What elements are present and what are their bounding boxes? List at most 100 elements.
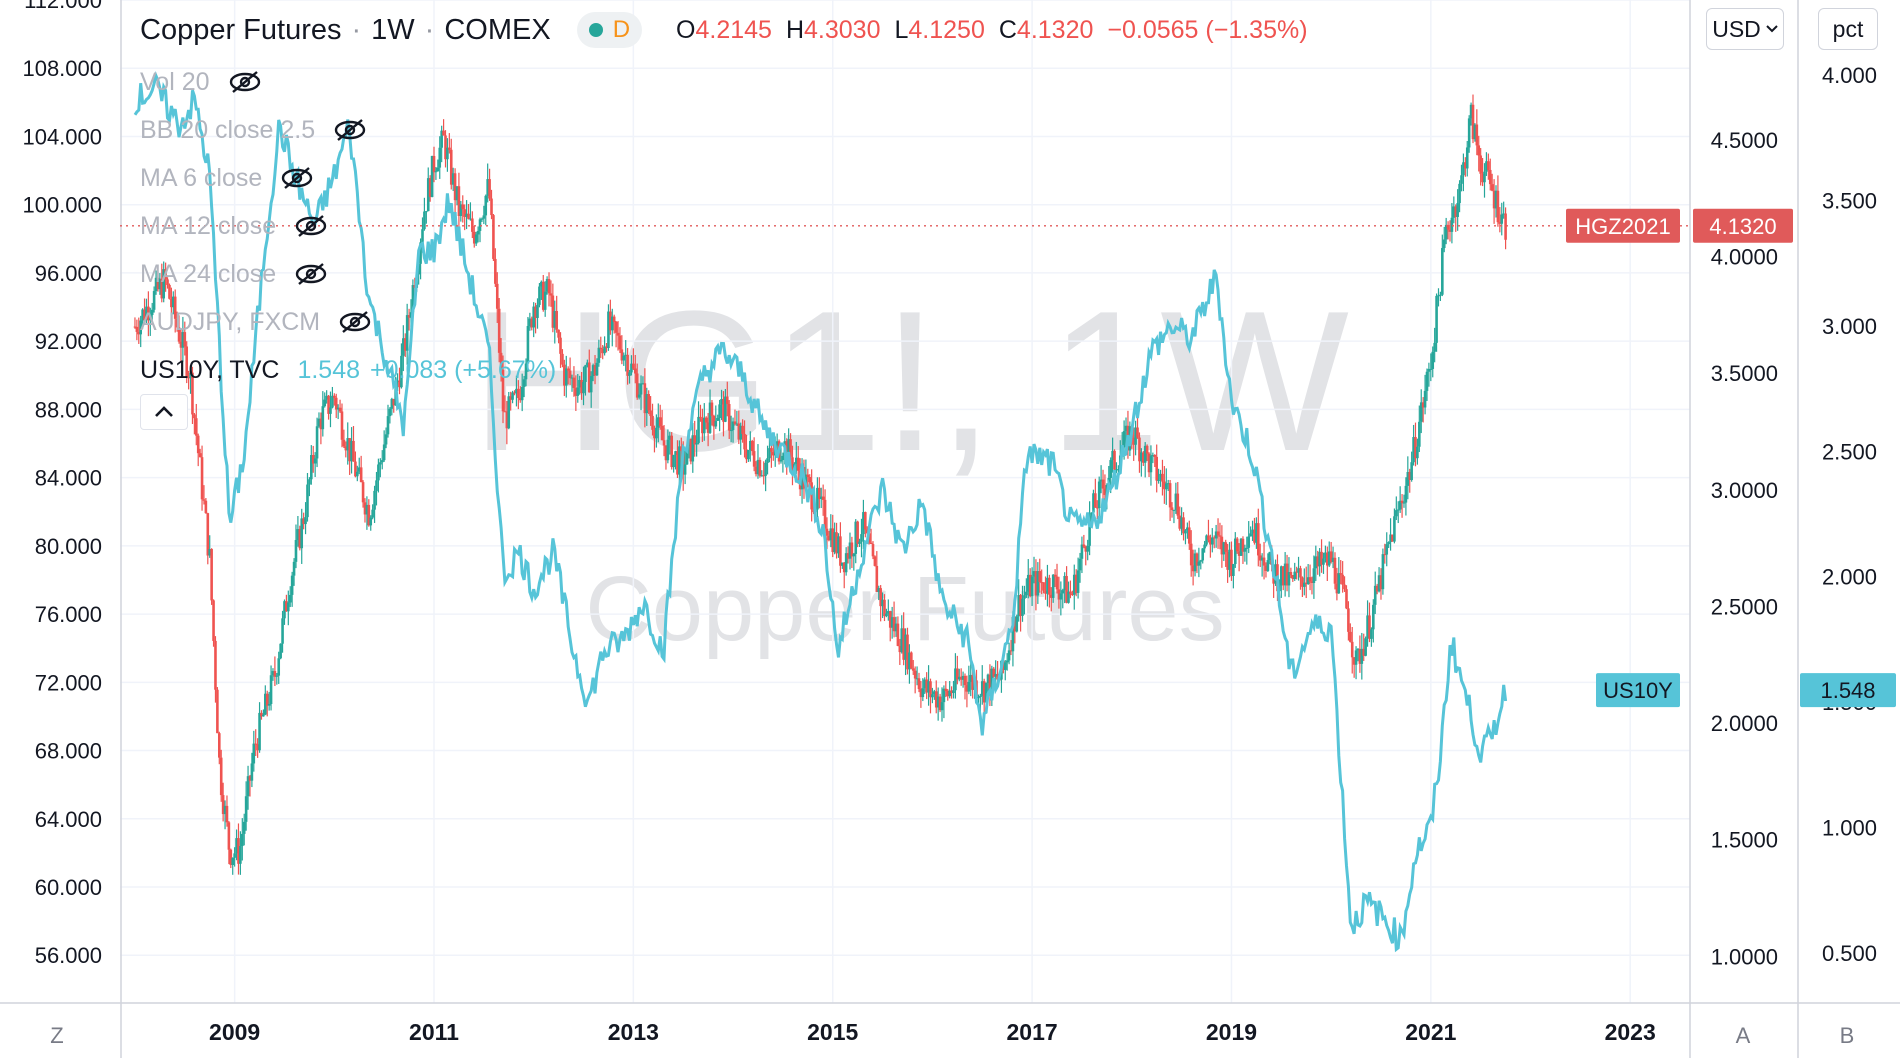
indicator-vol[interactable]: Vol 20: [140, 58, 556, 106]
candle-body: [1245, 547, 1249, 549]
us10y-value-label: 1.548: [1820, 678, 1875, 703]
candle-body: [1327, 551, 1331, 566]
candle-body: [725, 396, 729, 405]
candle-body: [1258, 555, 1262, 561]
left-tick-label: 60.000: [35, 875, 102, 900]
candle-body: [1226, 551, 1229, 570]
candle-body: [789, 439, 792, 458]
candle-body: [1395, 510, 1398, 517]
candle-body: [743, 433, 746, 450]
percent-scale-button[interactable]: pct: [1818, 8, 1878, 50]
candle-body: [1222, 542, 1226, 555]
candle-body: [599, 347, 603, 350]
candle-body: [1391, 534, 1394, 542]
candle-body: [1210, 537, 1214, 545]
eye-crossed-icon[interactable]: [280, 166, 314, 190]
candle-body: [530, 318, 534, 328]
indicator-bb[interactable]: BB 20 close 2.5: [140, 106, 556, 154]
candle-body: [904, 634, 907, 660]
candle-body: [610, 316, 614, 331]
candle-body: [944, 688, 948, 692]
candle-body: [808, 477, 812, 483]
candle-body: [1329, 551, 1333, 562]
candle-body: [480, 218, 484, 220]
candle-body: [942, 688, 946, 703]
candle-body: [1095, 507, 1099, 509]
candle-body: [655, 427, 658, 439]
candle-body: [1019, 595, 1022, 616]
candle-body: [1032, 571, 1036, 577]
indicator-ma6[interactable]: MA 6 close: [140, 154, 556, 202]
candle-body: [1076, 570, 1080, 593]
candle-body: [702, 417, 706, 434]
candle-body: [1003, 662, 1007, 670]
candle-body: [497, 308, 501, 353]
candle-body: [1283, 563, 1287, 586]
candle-body: [325, 395, 328, 400]
candle-body: [917, 678, 921, 690]
indicator-ma24[interactable]: MA 24 close: [140, 250, 556, 298]
candle-body: [821, 496, 825, 500]
candle-body: [386, 416, 390, 435]
candle-body: [954, 668, 957, 691]
eye-crossed-icon[interactable]: [294, 262, 328, 286]
candle-body: [1214, 531, 1218, 539]
eye-crossed-icon[interactable]: [338, 310, 372, 334]
indicator-ma12[interactable]: MA 12 close: [140, 202, 556, 250]
candle-body: [1080, 544, 1084, 559]
candle-body: [632, 363, 635, 369]
candle-body: [1285, 563, 1289, 586]
candle-body: [587, 362, 591, 393]
candle-body: [1345, 589, 1348, 609]
grid: [120, 0, 1690, 1003]
interval-label[interactable]: 1W: [371, 13, 415, 46]
symbol-title[interactable]: Copper Futures: [140, 13, 342, 46]
candle-body: [348, 438, 351, 462]
market-status-pill[interactable]: D: [576, 12, 643, 48]
candle-body: [948, 690, 951, 697]
right-scale-button[interactable]: B: [1829, 1018, 1865, 1054]
candle-body: [1028, 574, 1032, 597]
candle-body: [712, 415, 716, 427]
collapse-legend-button[interactable]: [140, 394, 188, 430]
candle-body: [1406, 472, 1410, 486]
eye-crossed-icon[interactable]: [333, 118, 367, 142]
candle-body: [716, 418, 720, 421]
candle-body: [1429, 368, 1433, 370]
eye-crossed-icon[interactable]: [294, 214, 328, 238]
candle-body: [1072, 574, 1076, 595]
indicator-audjpy[interactable]: AUDJPY, FXCM: [140, 298, 556, 346]
pct-tick-label: 3.500: [1822, 189, 1877, 214]
us10y-series[interactable]: [133, 70, 1508, 953]
last-price-box: [1693, 208, 1793, 243]
eye-crossed-icon[interactable]: [228, 70, 262, 94]
candle-body: [1113, 450, 1116, 470]
currency-selector[interactable]: USD: [1706, 8, 1784, 50]
candle-body: [344, 446, 348, 451]
candle-body: [183, 332, 187, 347]
candle-body: [426, 178, 430, 212]
candle-body: [887, 611, 890, 614]
compare-us10y[interactable]: US10Y, TVC 1.548 +0.083 (+5.67%): [140, 346, 556, 394]
candle-body: [1186, 527, 1189, 531]
candle-body: [1103, 488, 1107, 495]
indicator-legend: Vol 20 BB 20 close 2.5 MA 6 close MA 12 …: [140, 58, 556, 394]
candle-body: [495, 283, 499, 309]
candle-body: [1117, 469, 1120, 471]
candle-body: [1419, 402, 1423, 422]
candle-body: [869, 542, 873, 545]
zoom-reset-button[interactable]: Z: [39, 1018, 75, 1054]
auto-scale-button[interactable]: A: [1725, 1018, 1761, 1054]
candle-body: [1373, 585, 1377, 605]
candle-body: [438, 147, 442, 168]
candle-series[interactable]: [133, 94, 1507, 875]
candle-body: [486, 179, 489, 196]
candle-body: [1268, 551, 1272, 561]
candle-body: [133, 326, 137, 328]
candle-body: [1256, 523, 1260, 556]
candle-body: [833, 532, 836, 553]
candle-body: [1088, 515, 1091, 546]
candle-body: [160, 278, 164, 299]
low-value: 4.1250: [908, 15, 985, 44]
